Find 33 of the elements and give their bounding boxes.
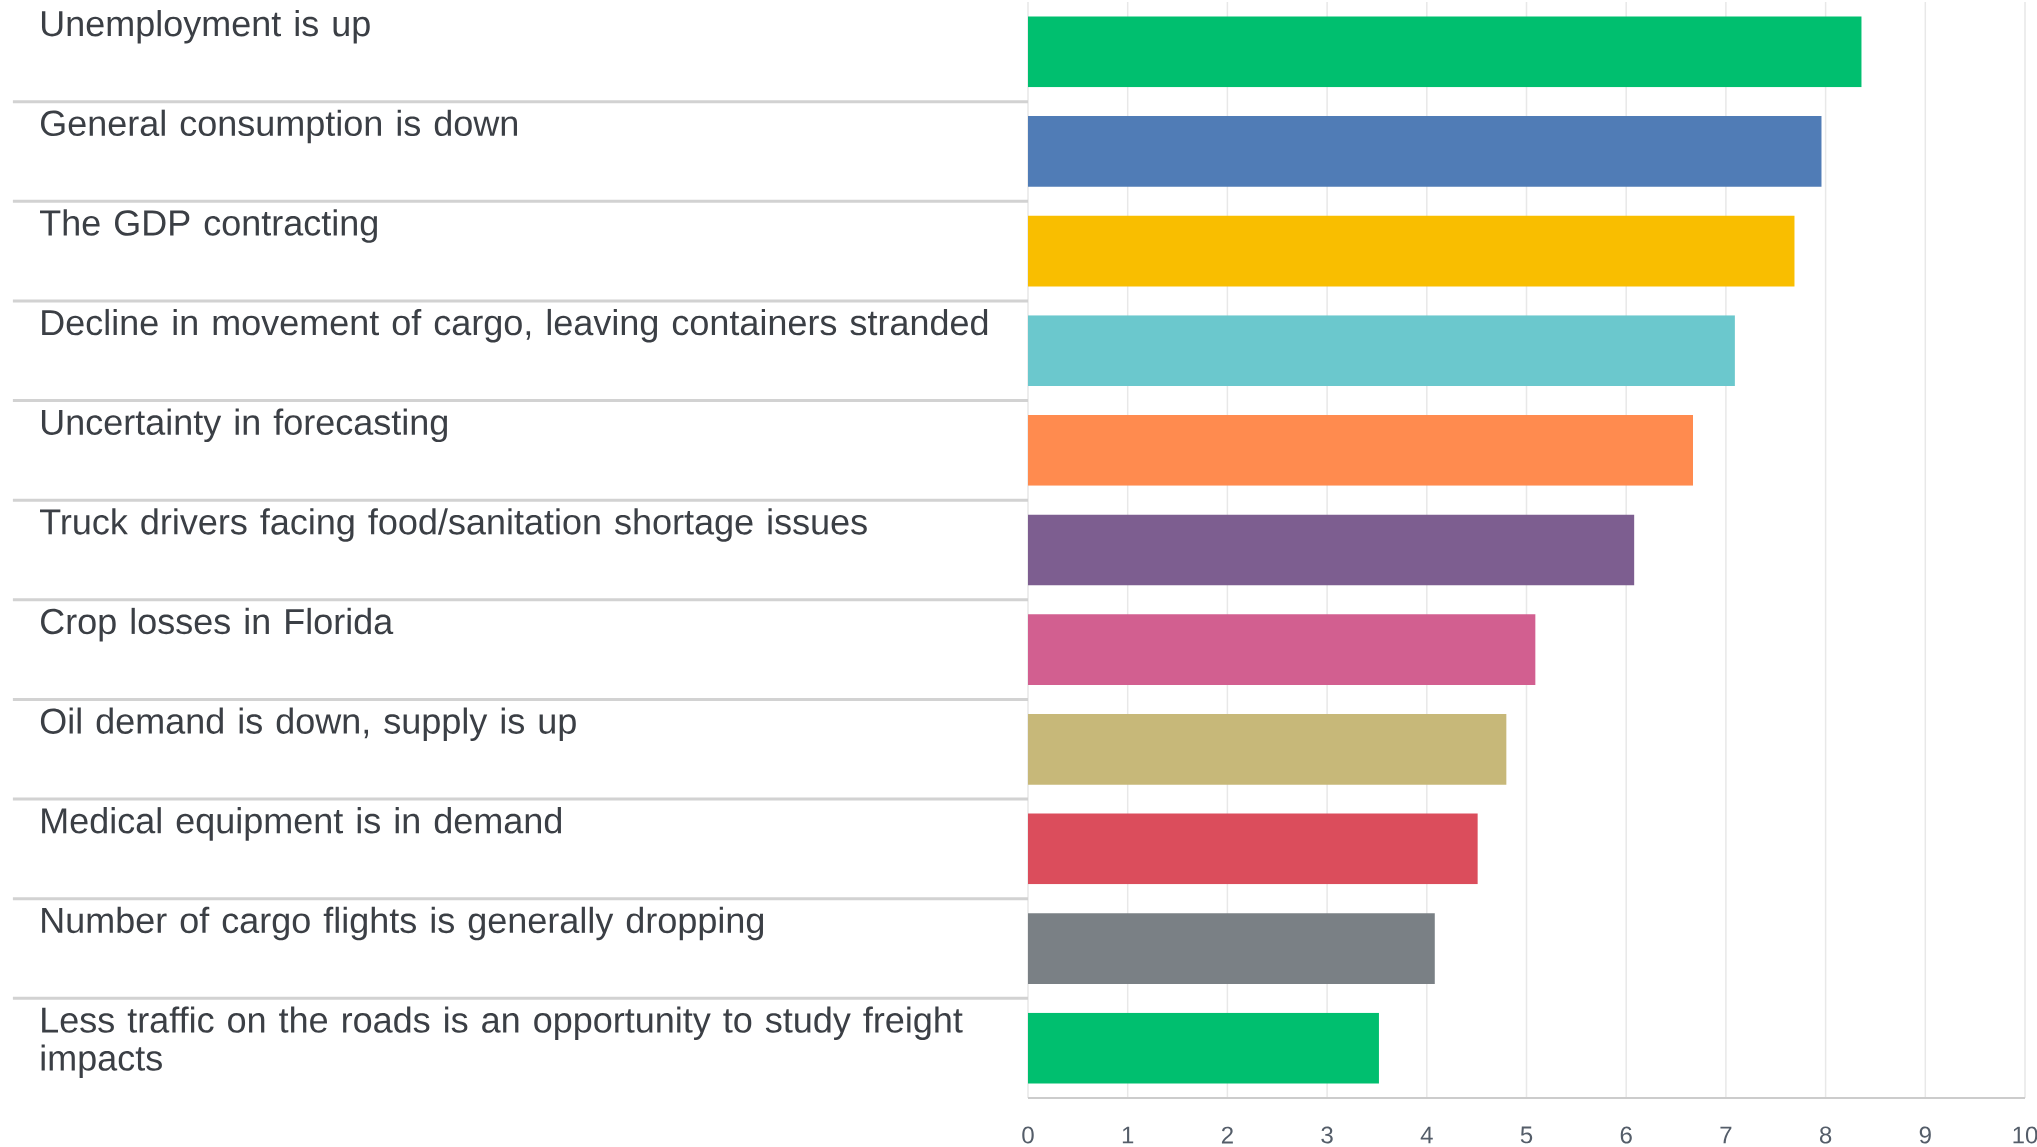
y-tick-label: Decline in movement of cargo, leaving containers stranded bbox=[42, 308, 988, 343]
x-tick-label: 8 bbox=[1819, 1126, 1832, 1144]
bar bbox=[1028, 1012, 1379, 1084]
y-tick-label: Number of cargo flights is generally dropping bbox=[42, 906, 764, 941]
x-tick-label: 1 bbox=[1122, 1126, 1134, 1144]
bar bbox=[1028, 116, 1822, 187]
bar bbox=[1028, 813, 1478, 885]
y-tick-label: Uncertainty in forecasting bbox=[41, 408, 447, 443]
x-tick-label: 5 bbox=[1520, 1126, 1533, 1144]
bar bbox=[1028, 514, 1635, 586]
x-tick-label: 0 bbox=[1022, 1126, 1034, 1144]
x-tick-label: 3 bbox=[1321, 1126, 1333, 1144]
bar bbox=[1028, 913, 1435, 984]
bar bbox=[1028, 415, 1693, 486]
bar bbox=[1028, 215, 1795, 287]
y-tick-label: Oil demand is down, supply is up bbox=[40, 707, 576, 742]
y-tick-label: Less traffic on the roads is an opportunity to study freight impacts bbox=[41, 1006, 963, 1078]
x-tick-label: 6 bbox=[1620, 1126, 1632, 1144]
x-tick-label: 7 bbox=[1720, 1126, 1732, 1144]
y-tick-label: Unemployment is up bbox=[41, 10, 370, 44]
bar bbox=[1028, 713, 1507, 785]
y-tick-label: The GDP contracting bbox=[40, 209, 377, 243]
x-tick-label: 4 bbox=[1420, 1126, 1433, 1144]
y-tick-label: Crop losses in Florida bbox=[41, 607, 394, 642]
x-tick-label: 9 bbox=[1919, 1126, 1931, 1144]
x-tick-label: 10 bbox=[2013, 1126, 2037, 1144]
bar bbox=[1028, 16, 1862, 88]
bar bbox=[1028, 614, 1536, 686]
x-tick-label: 2 bbox=[1221, 1126, 1233, 1144]
y-tick-label: Medical equipment is in demand bbox=[42, 807, 562, 841]
bar bbox=[1028, 315, 1735, 387]
y-tick-label: Truck drivers facing food/sanitation shortage issues bbox=[40, 508, 867, 542]
y-tick-label: General consumption is down bbox=[41, 109, 517, 144]
